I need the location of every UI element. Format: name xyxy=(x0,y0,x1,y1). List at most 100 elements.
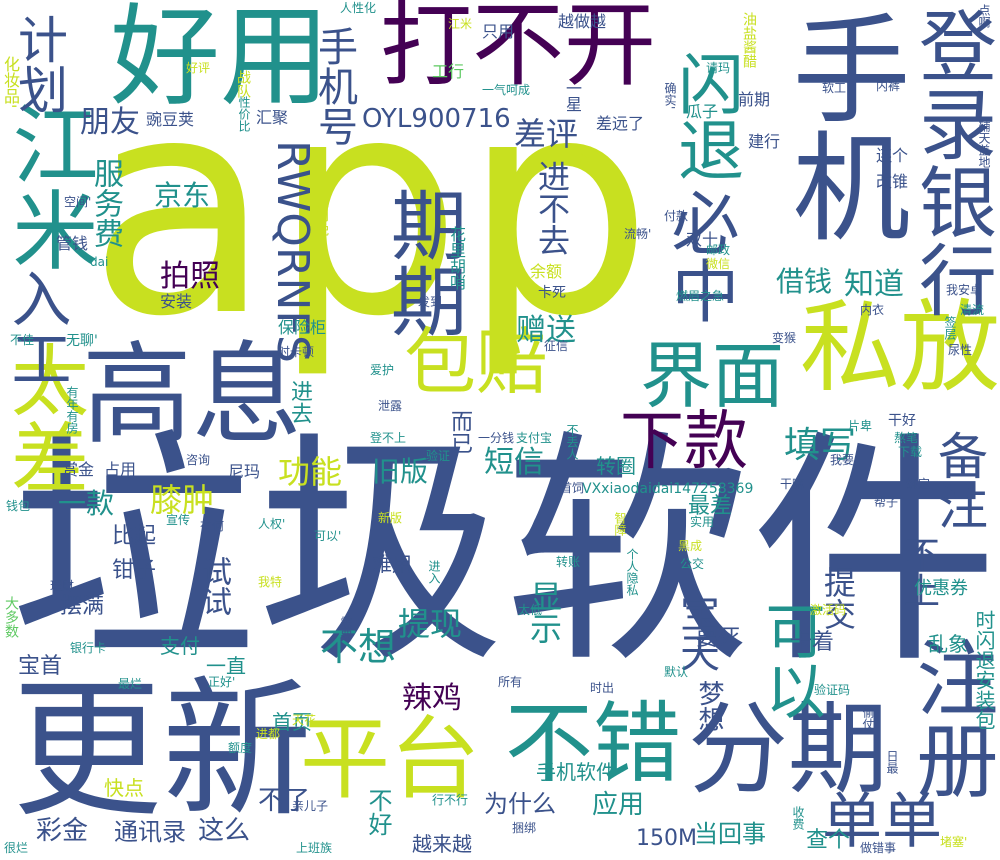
word-新版: 新版 xyxy=(378,511,403,525)
word-快点: 快点 xyxy=(104,776,144,800)
word-app: app xyxy=(88,33,653,382)
word-首饲: 首饲 xyxy=(560,481,585,495)
word-签层: 签层 xyxy=(943,316,957,340)
word-膝肿: 膝肿 xyxy=(150,481,215,519)
word-化妆品: 化妆品' xyxy=(1,56,20,109)
word-更新: 更新 xyxy=(12,664,313,838)
word-江米-small: 江米 xyxy=(448,17,473,31)
word-默认: 默认 xyxy=(664,665,689,679)
word-知道: 知道 xyxy=(844,267,904,302)
word-功能: 功能 xyxy=(278,453,343,491)
word-时出: 时出 xyxy=(590,681,615,695)
word-赏金: 赏金 xyxy=(62,460,95,479)
word-帮子: 帮子 xyxy=(874,495,899,509)
word-大多数: 大多数 xyxy=(3,596,19,638)
word-连个: 连个 xyxy=(876,146,909,165)
word-时闪退安装包: 时闪退安装包 xyxy=(972,610,996,730)
word-备注: 备注 xyxy=(930,430,988,530)
word-这么: 这么 xyxy=(198,816,251,846)
word-捆绑: 捆绑 xyxy=(512,821,537,835)
word-高息: 高息 xyxy=(82,331,302,459)
word-分期: 分期 xyxy=(688,691,888,808)
word-内衣: 内衣 xyxy=(860,303,885,317)
word-点啊: 点啊 xyxy=(977,4,991,28)
word-微信: 微信 xyxy=(706,257,731,271)
word-太低: 太低 xyxy=(518,603,543,617)
word-旧版: 旧版 xyxy=(372,455,429,488)
word-填写: 填写 xyxy=(784,425,857,466)
word-闪退: 闪退 xyxy=(667,50,744,182)
word-注册: 注册 xyxy=(902,636,997,800)
word-平台: 平台 xyxy=(300,707,480,812)
word-江米: 江米 xyxy=(0,100,97,272)
word-梦想: 梦想 xyxy=(694,680,724,732)
word-dai: dai xyxy=(90,255,109,269)
word-保险柜: 保险柜 xyxy=(278,318,327,337)
word-流畅: 流畅' xyxy=(624,227,652,241)
word-宝天: 宝天 xyxy=(673,592,719,672)
word-尿性: 尿性 xyxy=(948,343,973,357)
word-卡着: 卡着 xyxy=(790,630,835,655)
word-发到: 发到 xyxy=(418,295,443,309)
word-为什么: 为什么 xyxy=(484,790,556,818)
word-打不开: 打不开 xyxy=(380,0,657,99)
word-登不上: 登不上 xyxy=(370,431,407,445)
word-手机: 手机 xyxy=(772,8,910,244)
word-服务费: 服务费 xyxy=(88,158,123,248)
word-登录银行: 登录银行 xyxy=(906,6,996,318)
word-试试: 试试 xyxy=(196,556,231,616)
word-下款: 下款 xyxy=(620,405,748,479)
word-进去: 进去 xyxy=(287,380,312,424)
word-要死: 要死 xyxy=(696,626,741,651)
word-期期: 期期 xyxy=(378,186,467,338)
word-天花: 天花 xyxy=(292,713,317,727)
word-进都: 进都 xyxy=(256,727,281,741)
word-花里胡哨: 花里胡哨 xyxy=(447,226,466,290)
word-人权: 人权' xyxy=(258,517,286,531)
word-人性化: 人性化 xyxy=(340,1,377,15)
word-不好: 不好 xyxy=(364,788,392,836)
word-摆满: 摆满 xyxy=(60,594,105,619)
word-支付宝: 支付宝 xyxy=(516,431,553,445)
word-不错: 不错 xyxy=(505,692,682,795)
word-朋友: 朋友 xyxy=(80,105,140,140)
word-包赔: 包赔 xyxy=(404,320,549,404)
word-辅天盖地: 辅天盖地 xyxy=(977,120,991,168)
word-差远了: 差远了 xyxy=(596,114,645,133)
word-上班族: 上班族 xyxy=(296,841,333,855)
word-进不去: 进不去 xyxy=(533,160,571,256)
word-应用: 应用 xyxy=(592,790,645,820)
word-可以': 可以' xyxy=(314,529,342,543)
word-瓜子: 瓜子 xyxy=(686,102,719,121)
word-付款: 付款 xyxy=(664,209,689,223)
word-垃圾软件: 垃圾软件 xyxy=(10,410,998,697)
word-一款: 一款 xyxy=(58,487,115,520)
word-赠送: 赠送 xyxy=(516,313,576,348)
word-难用: 难用 xyxy=(372,552,412,576)
word-太差: 太差 xyxy=(0,340,88,496)
word-无聊: 无聊' xyxy=(66,333,98,349)
word-双十: 双十 xyxy=(686,230,719,249)
word-额度: 额度 xyxy=(228,741,253,755)
word-私放: 私放 xyxy=(800,289,1000,406)
word-不上: 不上 xyxy=(898,536,939,608)
word-验证: 验证 xyxy=(426,449,451,463)
word-手机软件: 手机软件 xyxy=(536,760,616,784)
word-干嘛: 干嘛 xyxy=(780,477,805,491)
word-片卑: 片卑 xyxy=(848,419,873,433)
word-汇聚: 汇聚 xyxy=(256,108,289,127)
word-行不行: 行不行 xyxy=(432,793,469,807)
word-需要: 需要 xyxy=(339,616,353,640)
word-所有: 所有 xyxy=(498,675,523,689)
word-内裤: 内裤 xyxy=(876,79,901,93)
word-泄露: 泄露 xyxy=(378,399,403,413)
word-拍照: 拍照 xyxy=(160,259,220,294)
word-不了: 不了 xyxy=(258,786,311,816)
word-京东: 京东 xyxy=(154,179,211,212)
word-变猴: 变猴 xyxy=(772,331,797,345)
word-收费: 收费 xyxy=(791,806,805,830)
word-前期: 前期 xyxy=(738,90,771,109)
word-可以: 可以 xyxy=(755,600,825,720)
word-当回事: 当回事 xyxy=(694,820,766,848)
word-智障: 智障 xyxy=(613,512,627,536)
